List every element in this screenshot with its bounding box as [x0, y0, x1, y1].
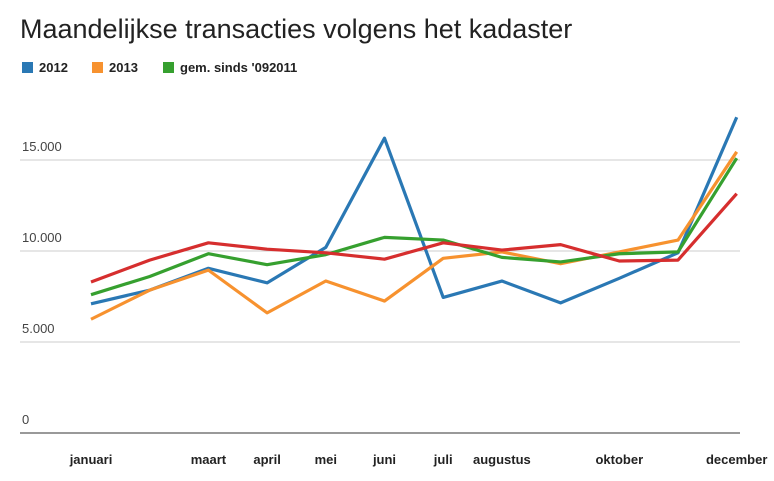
y-tick-label: 10.000 — [22, 230, 62, 245]
x-tick-label: juli — [433, 452, 453, 467]
x-tick-label: juni — [372, 452, 396, 467]
x-tick-label: augustus — [473, 452, 531, 467]
series-line — [90, 157, 739, 297]
x-tick-label: januari — [69, 452, 113, 467]
x-tick-label: mei — [315, 452, 337, 467]
x-tick-label: oktober — [595, 452, 643, 467]
x-tick-label: maart — [191, 452, 227, 467]
legend-swatch — [163, 62, 174, 73]
chart-title: Maandelijkse transacties volgens het kad… — [20, 14, 572, 44]
x-tick-label: april — [253, 452, 280, 467]
legend-label: 2012 — [39, 60, 68, 75]
legend-label: 2013 — [109, 60, 138, 75]
series-line — [90, 150, 739, 321]
y-tick-label: 15.000 — [22, 139, 62, 154]
x-tick-label: december — [706, 452, 767, 467]
legend-swatch — [92, 62, 103, 73]
legend-label: gem. sinds '092011 — [180, 60, 297, 75]
y-tick-label: 5.000 — [22, 321, 55, 336]
series-line — [90, 192, 738, 284]
y-tick-label: 0 — [22, 412, 29, 427]
legend-swatch — [22, 62, 33, 73]
